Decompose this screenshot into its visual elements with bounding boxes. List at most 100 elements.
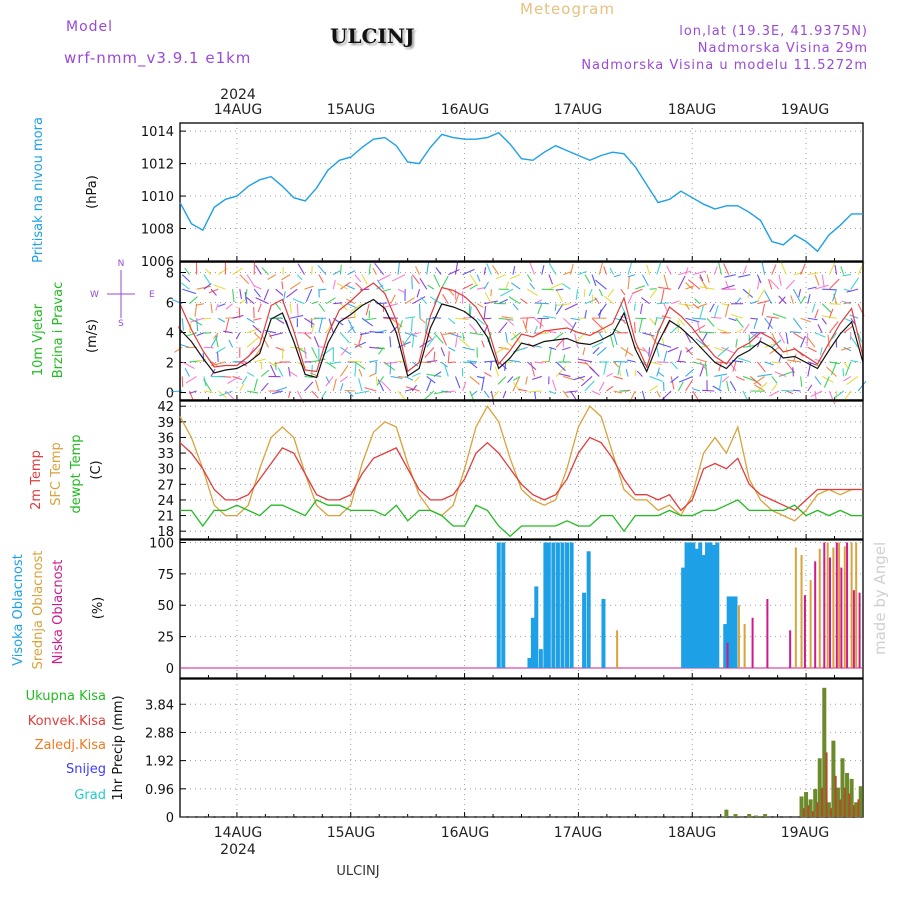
wind-arrow <box>756 278 761 290</box>
wind-arrow <box>253 378 258 392</box>
wind-arrow <box>354 363 357 377</box>
compass-e: E <box>149 290 155 300</box>
wind-arrow <box>215 303 219 311</box>
wind-arrow <box>685 379 694 392</box>
wind-arrow <box>735 338 738 348</box>
wind-arrow <box>321 390 327 398</box>
wind-arrow <box>821 303 832 314</box>
precip-total-bar <box>835 787 840 817</box>
wind-arrow <box>527 288 538 297</box>
wind-arrow <box>181 274 191 283</box>
wind-arrow <box>505 317 515 326</box>
cloud-bar-high <box>565 542 570 668</box>
y-tick-label: 0 <box>166 662 174 677</box>
wind-arrow <box>594 297 600 305</box>
cloud-bar-low <box>846 542 849 668</box>
precip-total-bar <box>845 772 850 817</box>
wind-arrow <box>735 317 744 328</box>
wind-arrow <box>654 318 658 326</box>
wind-arrow <box>347 316 356 319</box>
wind-arrow <box>814 332 826 338</box>
wind-arrow <box>603 266 607 275</box>
wind-arrow <box>525 318 528 329</box>
wind-arrow <box>738 274 751 278</box>
wind-arrow <box>807 384 813 392</box>
y-tick-label: 75 <box>157 568 174 583</box>
wind-arrow <box>375 376 378 386</box>
wind-arrow <box>846 375 859 385</box>
wind-arrow <box>391 274 406 282</box>
precip-total-bar <box>753 815 758 817</box>
cloud-bar-high <box>708 542 713 668</box>
wind-arrow <box>685 267 689 275</box>
wind-arrow <box>217 317 226 323</box>
cloud-bar-mid <box>794 547 797 668</box>
cloud-bar-mid <box>809 580 812 668</box>
wind-arrow <box>412 296 426 305</box>
wind-arrow <box>819 347 823 356</box>
wind-arrow <box>189 317 203 326</box>
wind-arrow <box>260 382 269 392</box>
sfc-temp-label: SFC Temp <box>49 442 64 506</box>
wind-arrow <box>218 303 226 307</box>
wind-arrow <box>834 264 838 275</box>
wind-arrow <box>267 274 277 281</box>
wind-arrow <box>692 388 701 392</box>
wind-arrow <box>649 385 659 392</box>
wind-arrow <box>203 274 212 286</box>
wind-arrow <box>660 289 665 303</box>
wind-arrow <box>725 280 730 290</box>
wind-arrow <box>548 262 557 275</box>
wind-arrow <box>454 260 459 275</box>
wind-arrow <box>419 339 431 348</box>
wind-arrow <box>548 346 557 351</box>
precip-total-bar <box>724 809 729 817</box>
wind-arrow <box>368 263 371 275</box>
wind-arrow <box>462 268 475 276</box>
wind-arrow <box>729 380 737 392</box>
wind-arrow <box>253 332 262 341</box>
wind-arrow <box>384 361 399 365</box>
wind-arrow <box>512 375 521 381</box>
wind-arrow <box>748 334 751 348</box>
snow-label: Snijeg <box>66 762 106 777</box>
panel-frame <box>179 400 864 540</box>
wind-arrow <box>603 361 607 375</box>
precip-total-bar <box>799 796 804 817</box>
wind-arrow <box>369 360 378 363</box>
wind-arrow <box>840 346 852 351</box>
wind-arrow <box>483 281 489 290</box>
wind-arrow <box>778 274 782 286</box>
wind-arrow <box>807 337 816 348</box>
wind-arrow <box>498 298 508 305</box>
wind-arrow <box>558 373 571 377</box>
cloud-bar-mid <box>737 605 740 668</box>
wind-arrow <box>429 296 442 305</box>
wind-arrow <box>534 390 537 399</box>
wind-arrow <box>530 361 536 377</box>
cloud-bar-high <box>715 542 720 668</box>
wind-arrow <box>613 390 623 394</box>
wind-arrow <box>771 376 778 384</box>
wind-arrow <box>502 390 507 399</box>
wind-arrow <box>570 321 577 334</box>
wind-arrow <box>213 284 226 290</box>
precip-total-bar <box>763 814 768 817</box>
wind-arrow <box>432 316 442 319</box>
wind-arrow <box>272 390 284 395</box>
wind-arrow <box>699 365 704 377</box>
wind-arrow <box>692 270 707 276</box>
wind-arrow <box>642 346 649 355</box>
wind-arrow <box>412 372 421 377</box>
wind-arrow <box>591 294 594 304</box>
wind-arrow <box>562 354 566 362</box>
wind-arrow <box>448 268 460 276</box>
panel-precip: 0 0.96 1.92 2.88 3.84 <box>145 678 864 826</box>
wind-arrow <box>304 285 314 290</box>
wind-arrow <box>724 274 736 278</box>
wind-arrow <box>410 318 413 332</box>
y-tick-label: 24 <box>157 494 174 509</box>
wind-arrow <box>376 284 384 290</box>
wind-arrow <box>721 346 735 354</box>
wind-arrow <box>484 371 492 377</box>
